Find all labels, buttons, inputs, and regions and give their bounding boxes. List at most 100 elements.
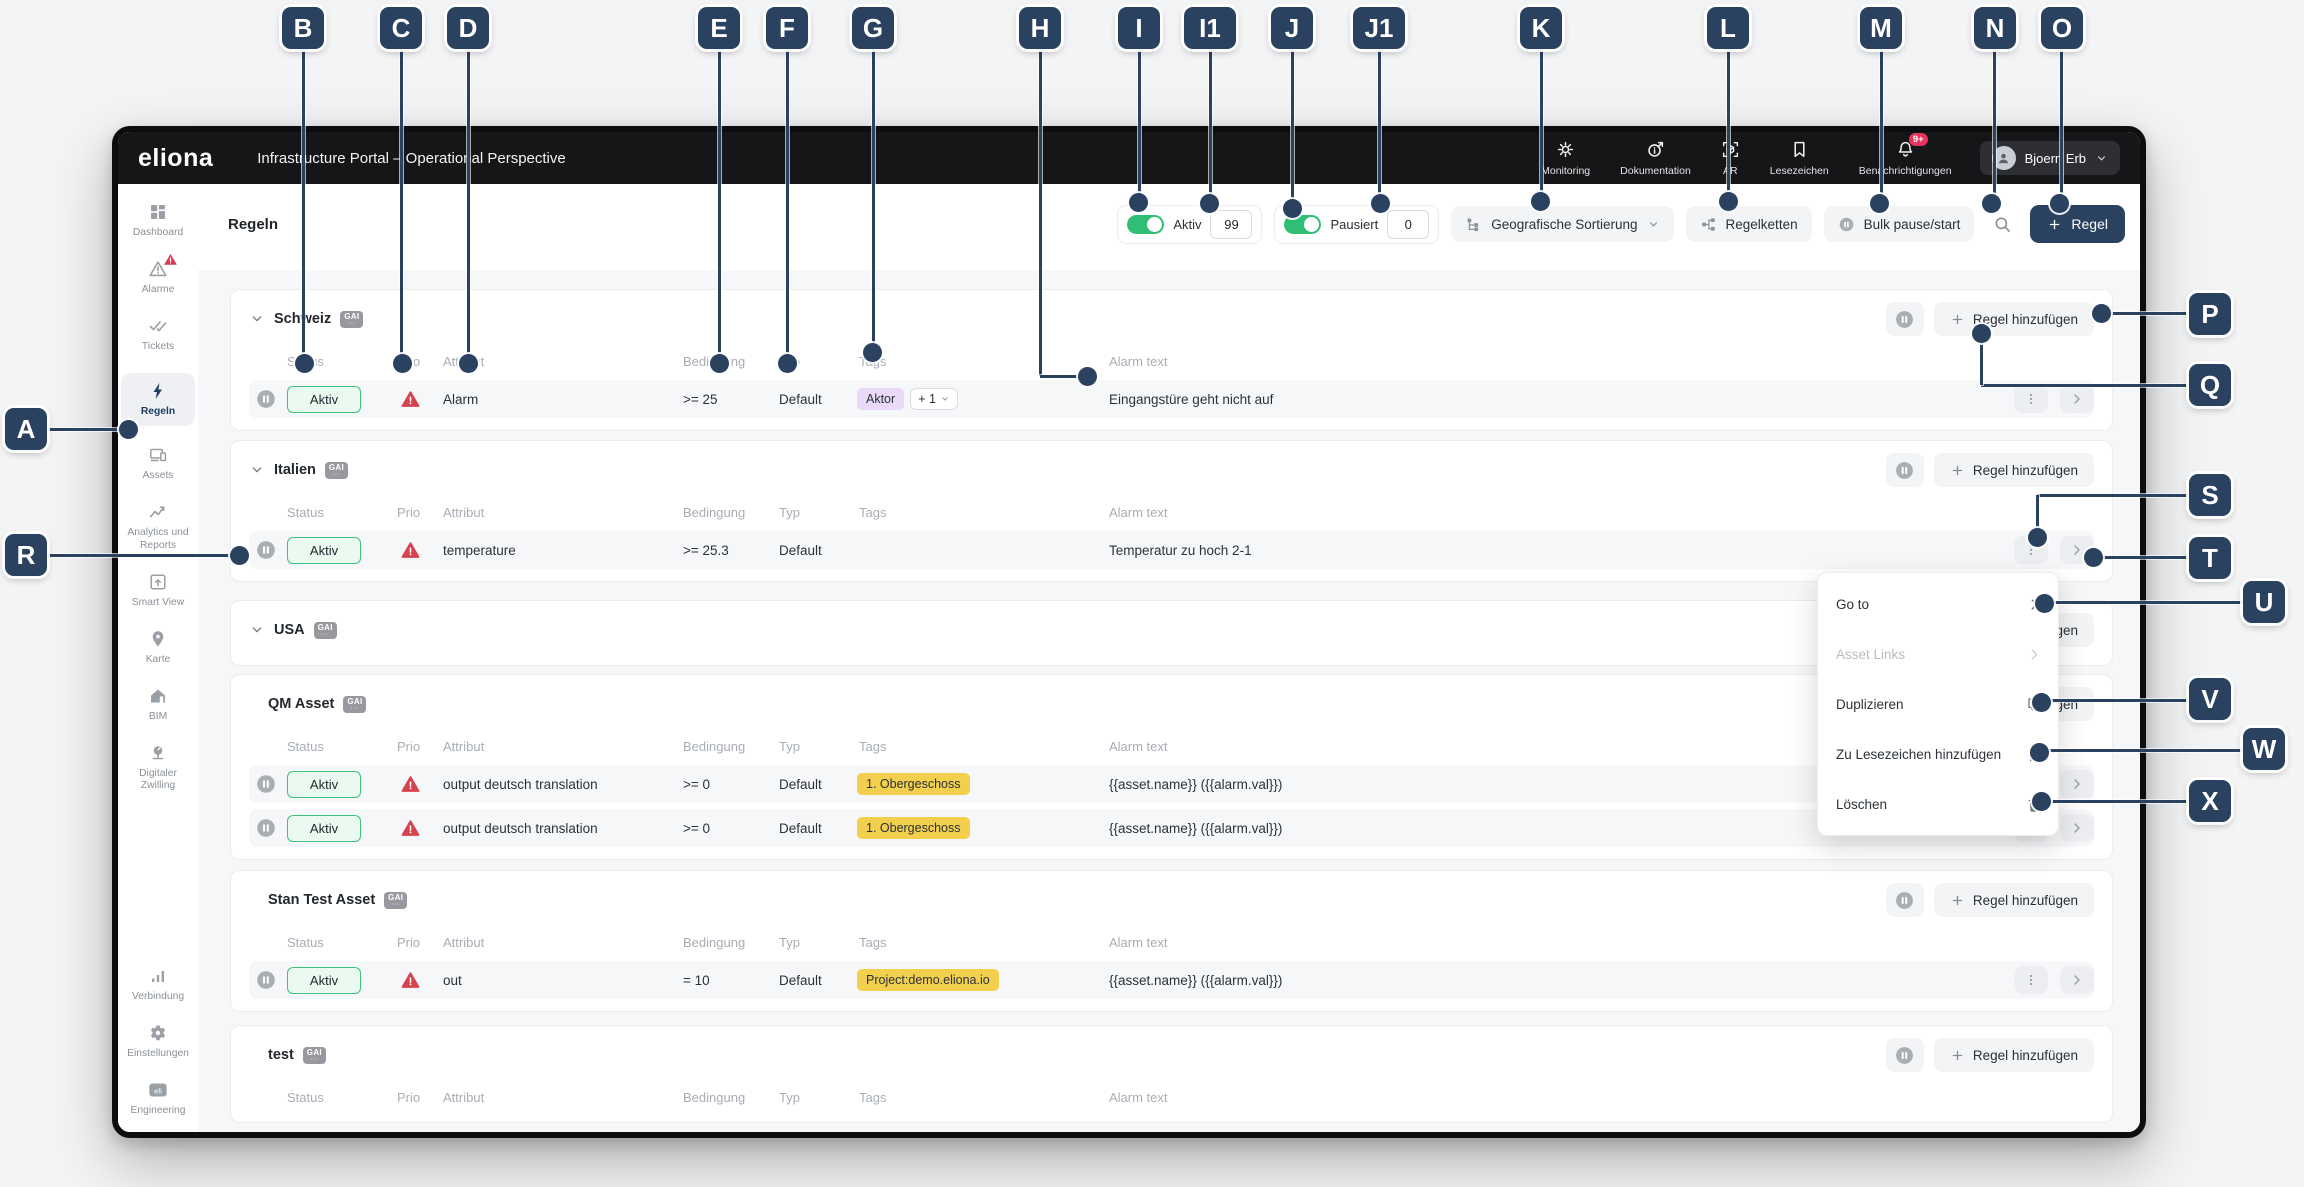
sidebar-item-einstellungen[interactable]: Einstellungen bbox=[121, 1023, 195, 1061]
rule-row[interactable]: Aktiv out = 10 Default Project:demo.eliona.i… bbox=[249, 961, 2094, 999]
sidebar-item-dashboard[interactable]: Dashboard bbox=[121, 202, 195, 240]
pausiert-toggle[interactable] bbox=[1284, 214, 1322, 234]
row-open-button[interactable] bbox=[2060, 770, 2094, 798]
chevron-down-icon[interactable] bbox=[249, 622, 265, 638]
rule-group-card: USAGAIRegel hinzufügen bbox=[230, 600, 2113, 666]
tag-chip: Project:demo.eliona.io bbox=[857, 969, 999, 991]
group-pause-button[interactable] bbox=[1885, 302, 1924, 336]
search-icon[interactable] bbox=[1986, 215, 2018, 234]
column-header-alarm-text: Alarm text bbox=[1109, 353, 1168, 369]
sidebar-item-verbindung[interactable]: Verbindung bbox=[121, 966, 195, 1004]
sidebar-item-bim[interactable]: BIM bbox=[121, 686, 195, 724]
add-rule-to-group-label: Regel hinzufügen bbox=[1972, 1047, 2078, 1063]
ar-cube-icon bbox=[1721, 140, 1740, 159]
sidebar-item-label: Analytics und Reports bbox=[127, 527, 189, 552]
signal-bars-icon bbox=[148, 966, 168, 986]
table-column-headers: StatusPrioAttributBedingungTypTagsAlarm … bbox=[249, 348, 2094, 374]
nav-item-label: Lesezeichen bbox=[1769, 164, 1829, 177]
row-open-button[interactable] bbox=[2060, 966, 2094, 994]
sidebar-item-label: Engineering bbox=[130, 1105, 186, 1117]
annotation-label-N: N bbox=[1974, 7, 2016, 49]
chevron-down-icon[interactable] bbox=[249, 462, 265, 478]
add-rule-button[interactable]: Regel bbox=[2030, 205, 2125, 243]
regelketten-button[interactable]: Regelketten bbox=[1685, 206, 1812, 242]
row-menu-button[interactable] bbox=[2014, 385, 2048, 413]
rule-group-card: test GAI Regel hinzufügen Status Prio Attribu… bbox=[230, 1025, 2113, 1123]
row-menu-button[interactable] bbox=[2014, 966, 2048, 994]
row-open-button[interactable] bbox=[2060, 814, 2094, 842]
row-pause-button[interactable] bbox=[249, 539, 283, 561]
row-pause-button[interactable] bbox=[249, 817, 283, 839]
attribut-cell: output deutsch translation bbox=[443, 820, 598, 836]
annotation-line bbox=[871, 49, 875, 349]
group-pause-button[interactable] bbox=[1885, 453, 1924, 487]
sidebar-item-alarme[interactable]: Alarme bbox=[121, 253, 195, 297]
column-header-bedingung: Bedingung bbox=[683, 504, 746, 520]
warning-triangle-icon bbox=[401, 775, 420, 794]
group-pause-button[interactable] bbox=[1885, 883, 1924, 917]
context-menu-item-go-to[interactable]: Go to bbox=[1818, 579, 2058, 629]
sidebar-item-engineering[interactable]: eli Engineering bbox=[121, 1080, 195, 1118]
add-rule-to-group-button[interactable]: Regel hinzufügen bbox=[1933, 1038, 2094, 1072]
priority-alarm-icon bbox=[393, 775, 439, 794]
add-rule-to-group-button[interactable]: Regel hinzufügen bbox=[1933, 302, 2094, 336]
row-pause-button[interactable] bbox=[249, 969, 283, 991]
sidebar-item-assets[interactable]: Assets bbox=[121, 445, 195, 483]
bulk-pause-button[interactable]: Bulk pause/start bbox=[1823, 206, 1975, 242]
annotation-dot-J bbox=[1282, 198, 1302, 218]
warning-triangle-icon bbox=[401, 541, 420, 560]
annotation-dot-M bbox=[1869, 193, 1889, 213]
annotation-line bbox=[2095, 556, 2188, 559]
nav-item-ar-cube[interactable]: AR bbox=[1721, 140, 1740, 177]
annotation-label-Q: Q bbox=[2189, 364, 2231, 406]
eliona-logo: eliona bbox=[138, 143, 214, 172]
aktiv-toggle[interactable] bbox=[1127, 214, 1165, 234]
row-pause-button[interactable] bbox=[249, 388, 283, 410]
column-header-typ: Typ bbox=[779, 1089, 800, 1105]
nav-item-gear[interactable]: Monitoring bbox=[1541, 140, 1590, 177]
add-rule-to-group-button[interactable]: Regel hinzufügen bbox=[1933, 883, 2094, 917]
rule-row[interactable]: Aktiv temperature >= 25.3 Default Temperatur… bbox=[249, 531, 2094, 569]
geo-sort-dropdown[interactable]: Geografische Sortierung bbox=[1451, 206, 1674, 242]
column-header-bedingung: Bedingung bbox=[683, 1089, 746, 1105]
sidebar-item-analytics-und-reports[interactable]: Analytics und Reports bbox=[121, 502, 195, 553]
nav-item-info-arrow[interactable]: Dokumentation bbox=[1620, 140, 1691, 177]
bulk-label: Bulk pause/start bbox=[1863, 216, 1961, 232]
attribut-cell: temperature bbox=[443, 542, 516, 558]
row-chevron-wrap bbox=[2054, 770, 2094, 798]
annotation-label-S: S bbox=[2189, 474, 2231, 516]
nav-item-bell[interactable]: 9+ Benachrichtigungen bbox=[1859, 132, 1952, 177]
more-tags-dropdown[interactable]: + 1 bbox=[910, 388, 958, 410]
pausiert-label: Pausiert bbox=[1330, 216, 1379, 232]
chevron-down-icon[interactable] bbox=[249, 311, 265, 327]
bedingung-cell: = 10 bbox=[683, 972, 710, 988]
context-menu-item-zu-lesezeichen-hinzuf-gen[interactable]: Zu Lesezeichen hinzufügen bbox=[1818, 729, 2058, 779]
sidebar-item-tickets[interactable]: Tickets bbox=[121, 316, 195, 354]
sidebar-item-regeln[interactable]: Regeln bbox=[121, 372, 195, 427]
attribut-cell: Alarm bbox=[443, 391, 479, 407]
context-menu-item-duplizieren[interactable]: Duplizieren bbox=[1818, 679, 2058, 729]
sidebar-item-digitaler-zwilling[interactable]: Digitaler Zwilling bbox=[121, 743, 195, 794]
info-arrow-icon bbox=[1646, 140, 1665, 159]
row-pause-button[interactable] bbox=[249, 773, 283, 795]
rule-row[interactable]: Aktiv output deutsch translation >= 0 Defau… bbox=[249, 809, 2094, 847]
hierarchy-icon bbox=[1465, 216, 1482, 233]
rule-row[interactable]: Aktiv output deutsch translation >= 0 Defau… bbox=[249, 765, 2094, 803]
group-pause-button[interactable] bbox=[1885, 1038, 1924, 1072]
annotation-dot-C bbox=[392, 353, 412, 373]
annotation-line bbox=[717, 49, 721, 360]
group-name: Italien bbox=[274, 462, 316, 478]
annotation-line bbox=[2043, 799, 2188, 803]
context-menu: Go to Asset Links Duplizieren Zu Lesezeiche… bbox=[1817, 572, 2059, 836]
context-menu-item-l-schen[interactable]: Löschen bbox=[1818, 779, 2058, 829]
add-rule-to-group-button[interactable]: Regel hinzufügen bbox=[1933, 453, 2094, 487]
sidebar-item-smart-view[interactable]: Smart View bbox=[121, 572, 195, 610]
nav-item-bookmark[interactable]: Lesezeichen bbox=[1770, 140, 1829, 177]
annotation-label-B: B bbox=[282, 7, 324, 49]
rule-row[interactable]: Aktiv Alarm >= 25 Default Aktor + 1 Eingangstü… bbox=[249, 380, 2094, 418]
annotation-dot-D bbox=[458, 353, 478, 373]
sidebar-item-karte[interactable]: Karte bbox=[121, 629, 195, 667]
row-open-button[interactable] bbox=[2060, 385, 2094, 413]
annotation-dot-R bbox=[229, 545, 249, 565]
user-menu[interactable]: Bjoern Erb bbox=[1979, 141, 2120, 175]
